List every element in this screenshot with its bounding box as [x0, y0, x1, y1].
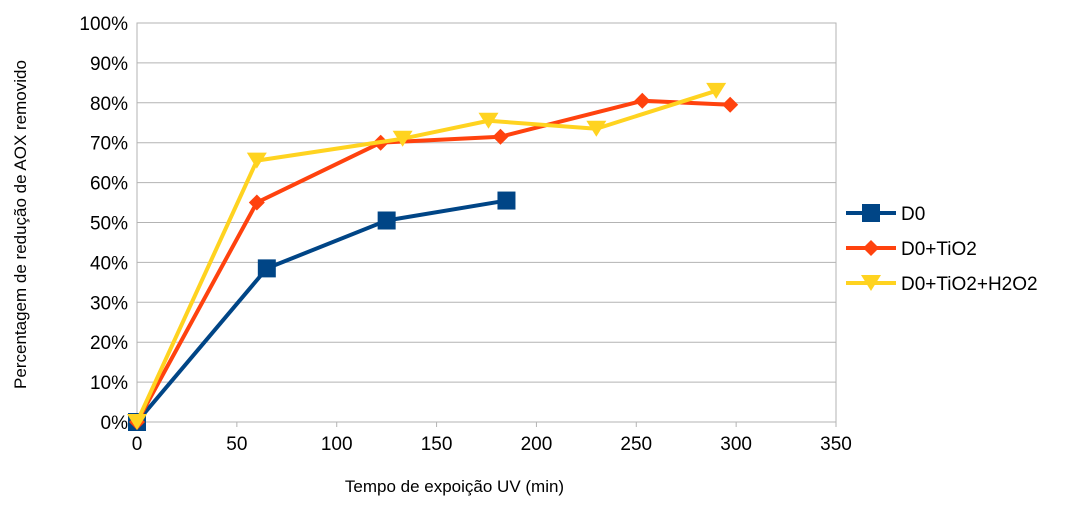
y-tick-label: 90%	[90, 54, 128, 75]
series-layer	[127, 82, 739, 431]
legend-label: D0+TiO2	[901, 239, 977, 260]
legend-label: D0	[901, 204, 925, 225]
data-point	[377, 211, 396, 230]
x-tick-label: 0	[132, 434, 143, 455]
y-tick-label: 30%	[90, 293, 128, 314]
y-tick-label: 100%	[79, 14, 128, 35]
y-tick-label: 60%	[90, 174, 128, 195]
legend-marker	[861, 275, 881, 291]
legend-marker	[863, 240, 879, 256]
series-2	[127, 82, 727, 430]
x-axis-ticks: 0 50 100 150 200 250 300 350	[132, 422, 852, 455]
data-point	[722, 96, 739, 113]
legend-item: D0+TiO2+H2O2	[846, 274, 1038, 295]
data-point	[392, 130, 413, 147]
y-tick-label: 50%	[90, 214, 128, 235]
y-tick-label: 70%	[90, 134, 128, 155]
legend-item: D0+TiO2	[846, 239, 977, 260]
y-axis-title: Percentagem de redução de AOX removido	[11, 60, 30, 389]
x-tick-label: 100	[321, 434, 353, 455]
y-tick-label: 10%	[90, 373, 128, 394]
plot-area	[136, 22, 837, 423]
data-point	[257, 259, 276, 278]
series-line	[135, 98, 733, 424]
series-line	[135, 198, 509, 424]
data-point	[497, 191, 516, 210]
data-point	[127, 414, 147, 430]
x-tick-label: 150	[421, 434, 453, 455]
data-point	[248, 194, 265, 211]
y-tick-label: 20%	[90, 333, 128, 354]
x-axis-title: Tempo de expoição UV (min)	[345, 477, 564, 496]
data-point	[246, 152, 267, 169]
grid-lines	[137, 22, 836, 423]
series-1	[129, 92, 739, 430]
legend: D0 D0+TiO2 D0+TiO2+H2O2	[846, 204, 1038, 295]
legend-label: D0+TiO2+H2O2	[901, 274, 1038, 295]
x-tick-label: 200	[521, 434, 553, 455]
legend-item: D0	[846, 204, 925, 225]
data-point	[706, 82, 727, 99]
data-point	[586, 120, 607, 137]
data-point	[634, 92, 651, 109]
x-tick-label: 50	[226, 434, 247, 455]
y-tick-label: 80%	[90, 94, 128, 115]
legend-marker	[862, 204, 880, 222]
y-axis-ticks: 0% 10% 20% 30% 40% 50% 60% 70% 80% 90% 100%	[79, 14, 128, 434]
data-point	[492, 128, 509, 145]
data-point	[478, 112, 499, 129]
x-tick-label: 300	[720, 434, 752, 455]
x-tick-label: 250	[620, 434, 652, 455]
x-tick-label: 350	[820, 434, 852, 455]
y-tick-label: 0%	[101, 413, 129, 434]
series-line	[135, 88, 719, 424]
y-tick-label: 40%	[90, 253, 128, 274]
